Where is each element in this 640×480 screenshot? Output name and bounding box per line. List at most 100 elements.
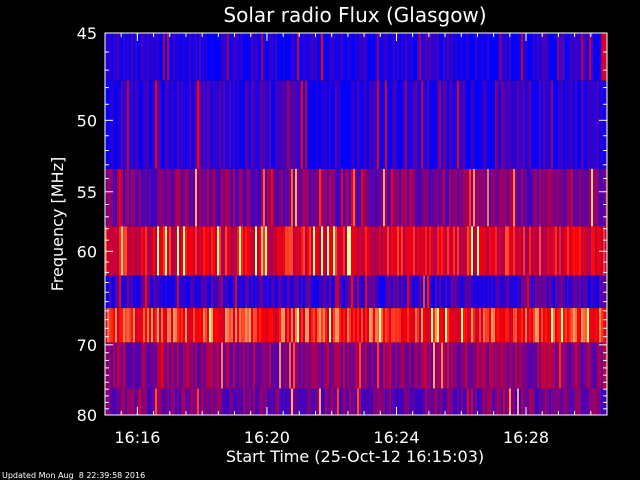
spectrogram-streak (369, 168, 371, 227)
spectrogram-streak (545, 388, 547, 415)
spectrogram-streak (603, 168, 605, 227)
spectrogram-streak (589, 275, 591, 309)
spectrogram-streak (143, 80, 145, 169)
spectrogram-streak (387, 226, 389, 276)
spectrogram-streak (473, 275, 475, 309)
spectrogram-streak (361, 33, 363, 81)
spectrogram-streak (241, 168, 243, 227)
spectrogram-streak (283, 80, 285, 169)
spectrogram-streak (381, 226, 383, 276)
spectrogram-streak (185, 168, 187, 227)
spectrogram-streak (115, 80, 117, 169)
spectrogram-streak (581, 80, 583, 169)
spectrogram-streak (543, 388, 545, 415)
spectrogram-streak (261, 308, 263, 343)
spectrogram-streak (117, 33, 119, 81)
spectrogram-streak (293, 388, 295, 415)
spectrogram-streak (237, 168, 239, 227)
spectrogram-streak (451, 33, 453, 81)
spectrogram-streak (249, 226, 251, 276)
spectrogram-streak (539, 168, 541, 227)
spectrogram-streak (513, 308, 515, 343)
spectrogram-streak (445, 168, 447, 227)
spectrogram-streak (369, 308, 371, 343)
spectrogram-streak (263, 308, 265, 343)
spectrogram-streak (557, 168, 559, 227)
spectrogram-streak (225, 226, 227, 276)
spectrogram-streak (413, 275, 415, 309)
spectrogram-streak (287, 80, 289, 169)
spectrogram-streak (535, 168, 537, 227)
spectrogram-streak (211, 308, 213, 343)
spectrogram-streak (203, 80, 205, 169)
spectrogram-streak (521, 308, 523, 343)
spectrogram-streak (335, 308, 337, 343)
spectrogram-streak (427, 275, 429, 309)
spectrogram-streak (297, 226, 299, 276)
y-tick-label: 45 (77, 24, 97, 43)
spectrogram-streak (125, 33, 127, 81)
spectrogram-streak (405, 308, 407, 343)
spectrogram-streak (499, 275, 501, 309)
spectrogram-streak (323, 226, 325, 276)
spectrogram-streak (275, 388, 277, 415)
spectrogram-streak (237, 226, 239, 276)
spectrogram-streak (435, 226, 437, 276)
spectrogram-streak (519, 80, 521, 169)
spectrogram-streak (547, 275, 549, 309)
spectrogram-streak (457, 275, 459, 309)
spectrogram-streak (401, 168, 403, 227)
spectrogram-streak (285, 388, 287, 415)
spectrogram-streak (153, 168, 155, 227)
spectrogram-streak (319, 168, 321, 227)
spectrogram-streak (241, 226, 243, 276)
spectrogram-streak (279, 388, 281, 415)
spectrogram-streak (521, 33, 523, 81)
spectrogram-streak (371, 275, 373, 309)
spectrogram-streak (581, 388, 583, 415)
spectrogram-streak (475, 33, 477, 81)
spectrogram-streak (421, 342, 423, 389)
spectrogram-streak (191, 80, 193, 169)
spectrogram-streak (121, 342, 123, 389)
spectrogram-streak (509, 275, 511, 309)
spectrogram-streak (439, 168, 441, 227)
spectrogram-streak (387, 33, 389, 81)
spectrogram-streak (465, 33, 467, 81)
spectrogram-streak (235, 388, 237, 415)
spectrogram-streak (107, 80, 109, 169)
spectrogram-streak (455, 226, 457, 276)
spectrogram-streak (281, 308, 283, 343)
spectrogram-streak (227, 388, 229, 415)
spectrogram-streak (219, 168, 221, 227)
spectrogram-streak (229, 342, 231, 389)
spectrogram-streak (363, 33, 365, 81)
spectrogram-streak (593, 168, 595, 227)
spectrogram-streak (451, 80, 453, 169)
spectrogram-streak (487, 33, 489, 81)
spectrogram-plot-area (105, 33, 607, 415)
spectrogram-streak (549, 168, 551, 227)
spectrogram-streak (201, 342, 203, 389)
spectrogram-streak (171, 33, 173, 81)
spectrogram-streak (119, 342, 121, 389)
spectrogram-streak (347, 168, 349, 227)
spectrogram-streak (547, 33, 549, 81)
spectrogram-streak (593, 342, 595, 389)
spectrogram-streak (479, 80, 481, 169)
spectrogram-streak (219, 80, 221, 169)
spectrogram-streak (317, 226, 319, 276)
spectrogram-streak (139, 308, 141, 343)
spectrogram-streak (245, 342, 247, 389)
spectrogram-streak (187, 33, 189, 81)
spectrogram-streak (319, 80, 321, 169)
spectrogram-streak (223, 308, 225, 343)
spectrogram-streak (595, 80, 597, 169)
spectrogram-streak (395, 342, 397, 389)
spectrogram-streak (191, 168, 193, 227)
spectrogram-streak (307, 308, 309, 343)
spectrogram-streak (401, 80, 403, 169)
chart-title: Solar radio Flux (Glasgow) (223, 3, 486, 27)
spectrogram-streak (119, 308, 121, 343)
spectrogram-streak (489, 80, 491, 169)
